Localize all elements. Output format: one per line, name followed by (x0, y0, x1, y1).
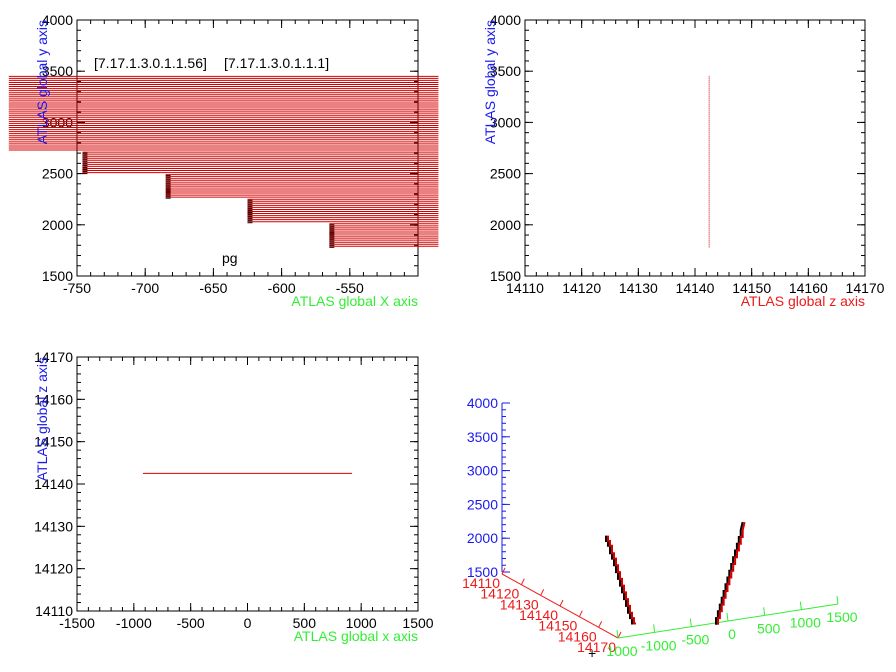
z-tick-label: 14150 (538, 618, 577, 634)
x-tick-label: 14170 (846, 280, 885, 296)
origin-marker: + (588, 645, 596, 661)
z-tick-label: 14160 (558, 628, 597, 644)
x-tick-label: 14140 (676, 280, 715, 296)
y-tick-label: 1500 (467, 564, 498, 580)
y-tick-label: 4000 (42, 12, 73, 28)
x-tick-label: -650 (199, 280, 227, 296)
z-major-tick (598, 621, 603, 628)
x-tick-label: 14150 (732, 280, 771, 296)
x-major-tick (653, 624, 656, 633)
y-tick-label: 2000 (490, 217, 521, 233)
plot-frame (76, 356, 419, 612)
y-tick-label: 3000 (42, 114, 73, 130)
x-tick-label: 0 (728, 626, 736, 642)
y-tick-label: 14160 (34, 391, 73, 407)
x-tick-label: -550 (336, 280, 364, 296)
x-tick-label: 500 (293, 615, 317, 631)
x-tick-label: -1500 (59, 615, 95, 631)
panel-zy: 14110 14120 14130 14140 14150 14160 14170 1500 2… (482, 12, 885, 309)
y-tick-label: 2500 (42, 166, 73, 182)
x-tick-label: -600 (268, 280, 296, 296)
z-major-tick (501, 567, 506, 575)
y-axis-label: ATLAS global y axis (34, 20, 50, 144)
x-tick-label: 500 (757, 620, 781, 636)
y-tick-label: 2500 (467, 496, 498, 512)
z-tick-label: 14170 (577, 639, 616, 655)
panel-xy: -750 -700 -650 -600 -550 1500 2000 2500 3000 3500… (8, 12, 439, 309)
y-tick-label: 1500 (490, 268, 521, 284)
x-tick-label: -750 (63, 280, 91, 296)
panel-xz: -1500 -1000 -500 0 500 1000 1500 14110 14120 1413… (34, 349, 434, 644)
y-tick-label: 3500 (490, 63, 521, 79)
annotation-label: [7.17.1.3.0.1.1.1] (224, 55, 329, 71)
z-tick-label: 14140 (519, 607, 558, 623)
y-tick-label: 2500 (490, 166, 521, 182)
y-tick-label: 14130 (34, 518, 73, 534)
z-tick-label: 14120 (480, 586, 519, 602)
z-major-tick (617, 631, 622, 639)
track-3d-red (607, 535, 636, 625)
x-tick-label: -1000 (116, 615, 152, 631)
track-3d-black (715, 521, 744, 625)
x-major-tick (763, 607, 766, 616)
z-tick-label: 14130 (500, 596, 539, 612)
y-tick-label: 14110 (35, 603, 73, 619)
y-tick-label: 2000 (467, 530, 498, 546)
x-major-tick (616, 629, 619, 639)
y-tick-label: 3500 (42, 63, 73, 79)
x-axis-label: ATLAS global X axis (291, 293, 418, 309)
z-major-tick (559, 599, 564, 607)
z-major-tick (578, 610, 583, 617)
x-tick-label: 1500 (826, 609, 857, 625)
y-tick-label: 14140 (34, 476, 73, 492)
y-tick-label: 4000 (490, 12, 521, 28)
x-major-tick (836, 595, 839, 605)
track-3d-red (717, 521, 746, 625)
panel-3d: 1500200025003000350040001411014120141301… (462, 395, 858, 661)
x-tick-label: 0 (244, 615, 252, 631)
x-major-tick (689, 618, 692, 627)
y-tick-label: 2000 (42, 217, 73, 233)
y-tick-label: 3000 (490, 114, 521, 130)
y-axis-label: ATLAS global z axis (34, 357, 50, 481)
y-tick-label: 14150 (34, 434, 73, 450)
x-tick-label: -500 (177, 615, 205, 631)
annotation-label: [7.17.1.3.0.1.1.56] (94, 55, 207, 71)
annotation-label: pg (222, 250, 238, 266)
x-tick-label: 1000 (606, 643, 637, 659)
z-major-tick (540, 589, 545, 596)
y-tick-label: 14120 (34, 561, 73, 577)
y-axis-label: ATLAS global y axis (482, 20, 498, 144)
x-major-tick (799, 601, 802, 610)
x-axis-label: ATLAS global x axis (294, 628, 418, 644)
x-tick-label: 1500 (402, 615, 433, 631)
x-tick-label: -1000 (641, 637, 677, 653)
x-major-tick (726, 612, 729, 622)
y-tick-label: 14170 (34, 349, 73, 365)
x-tick-label: -500 (681, 632, 709, 648)
y-tick-label: 3500 (467, 429, 498, 445)
z-major-tick (520, 578, 525, 585)
x-tick-label: 1000 (790, 615, 821, 631)
y-tick-label: 4000 (467, 395, 498, 411)
y-tick-label: 1500 (42, 268, 73, 284)
x-axis-label: ATLAS global z axis (741, 293, 865, 309)
x-tick-label: -700 (131, 280, 159, 296)
x-tick-label: 14110 (506, 280, 544, 296)
plot-frame (524, 19, 866, 277)
x-tick-label: 14130 (619, 280, 658, 296)
x-tick-label: 1000 (346, 615, 377, 631)
y-tick-label: 3000 (467, 463, 498, 479)
x-tick-label: 14120 (562, 280, 601, 296)
z-tick-label: 14110 (462, 575, 500, 591)
x-tick-label: 14160 (789, 280, 828, 296)
